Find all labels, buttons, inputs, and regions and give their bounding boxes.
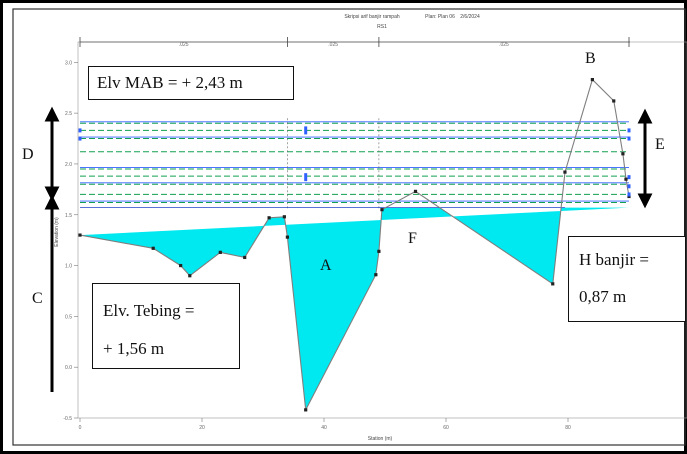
label-a: A (320, 257, 332, 274)
right-bank-marker (627, 175, 631, 180)
y-tick-label: 2.5 (65, 111, 72, 117)
right-bank-marker (627, 136, 631, 141)
y-tick-label: 0.5 (65, 314, 72, 320)
arrow-c-head-top (44, 194, 60, 210)
elv-mab-box: Elv MAB = + 2,43 m (88, 66, 294, 100)
arrow-e-head-bottom (637, 193, 653, 209)
y-tick-label: 1.0 (65, 264, 72, 270)
x-tick-label: 60 (443, 425, 449, 431)
right-bank-marker (627, 128, 631, 133)
ground-point (627, 194, 631, 199)
ground-point (243, 255, 247, 260)
ground-profile (78, 78, 631, 412)
y-tick-label: 3.0 (65, 60, 72, 66)
y-tick-label: -0.5 (63, 416, 72, 422)
dimension-arrows (44, 106, 653, 392)
label-b: B (585, 50, 596, 67)
ground-point (304, 408, 308, 412)
label-e: E (655, 136, 665, 153)
bank-marker (304, 126, 308, 135)
ground-point (612, 99, 616, 103)
left-bank-marker (78, 128, 82, 133)
right-bank-marker (627, 192, 631, 197)
ground-point (188, 274, 192, 278)
left-bank-marker (78, 136, 82, 141)
y-axis-label: Elevation (m) (54, 217, 60, 247)
ground-point (285, 235, 289, 239)
ground-point (413, 189, 418, 193)
arrow-d-head-top (44, 106, 60, 122)
bank-markers (78, 126, 631, 197)
ground-point (624, 177, 628, 181)
ground-point (179, 263, 183, 268)
h-banjir-box: H banjir = 0,87 m (568, 236, 686, 322)
arrow-e-head-top (637, 108, 653, 124)
label-d: D (22, 146, 34, 163)
right-bank-marker (627, 184, 631, 189)
inner-border (12, 8, 686, 446)
h-banjir-line1: H banjir = (579, 250, 650, 269)
station-id-label: RS1 (377, 24, 387, 30)
reach-label: .025 (179, 42, 189, 48)
ground-point (282, 215, 286, 219)
x-tick-label: 40 (321, 425, 327, 431)
chart-title: Skripsi arif banjir rampah (344, 14, 400, 20)
ground-point (218, 250, 222, 254)
x-tick-label: 20 (199, 425, 205, 431)
ground-point (374, 273, 378, 277)
arrow-d-head-bottom (44, 186, 60, 202)
reach-marks: .025 .025 .025 (79, 37, 630, 48)
ground-point (551, 282, 555, 286)
h-banjir-line2: 0,87 m (579, 287, 627, 306)
x-tick-label: 80 (565, 425, 571, 431)
ground-point (621, 152, 625, 156)
water-level-lines (80, 118, 629, 210)
y-tick-label: 2.0 (65, 162, 72, 168)
y-tick-label: 1.5 (65, 213, 72, 219)
elv-mab-text: Elv MAB = + 2,43 m (97, 73, 243, 92)
ground-point (377, 249, 381, 253)
ground-point (78, 233, 82, 237)
elv-tebing-line2: + 1,56 m (103, 339, 165, 358)
water-fill (80, 207, 629, 410)
x-tick-label: 0 (79, 425, 82, 431)
axis-ticks: -0.5 0.0 0.5 1.0 1.5 2.0 2.5 3.0 0 20 40 60 80 (63, 60, 571, 431)
ground-point (151, 246, 155, 250)
elv-tebing-box: Elv. Tebing = + 1,56 m (92, 283, 240, 369)
y-tick-label: 0.0 (65, 365, 72, 371)
ground-point (563, 170, 567, 174)
plan-label: Plan: Plan 06 (425, 14, 455, 20)
date-label: 2/6/2024 (460, 14, 480, 20)
elv-tebing-line1: Elv. Tebing = (103, 301, 195, 320)
label-f: F (408, 230, 417, 247)
water-area (80, 207, 629, 410)
reach-label: .025 (499, 42, 509, 48)
reach-label: .025 (328, 42, 338, 48)
x-axis-label: Station (m) (368, 436, 393, 442)
bank-marker (304, 173, 308, 182)
ground-point (590, 78, 594, 82)
ground-point (380, 208, 384, 212)
ground-point (267, 216, 271, 220)
label-c: C (32, 290, 43, 307)
